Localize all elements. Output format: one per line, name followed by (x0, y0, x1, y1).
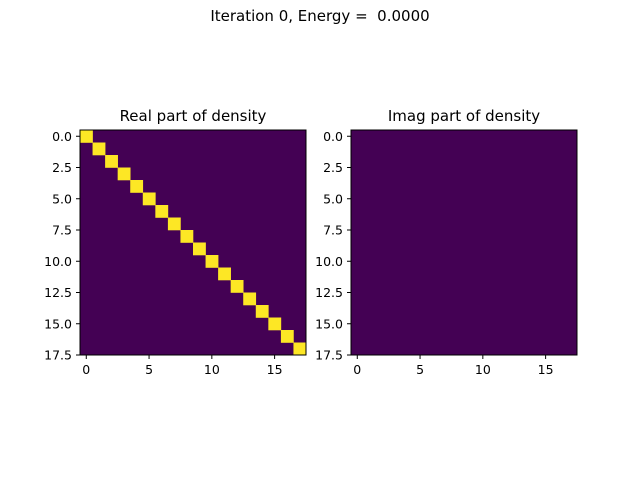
real-heatmap-cell (280, 330, 294, 343)
imag-y-tick-label: 0.0 (323, 129, 343, 144)
real-x-tick-label: 0 (82, 362, 90, 377)
real-heatmap-cell (155, 205, 169, 218)
imag-y-tick-label: 12.5 (315, 285, 343, 300)
imag-y-tick-label: 10.0 (315, 254, 343, 269)
real-heatmap-cell (105, 155, 118, 168)
real-heatmap-cell (255, 305, 269, 318)
imag-panel-title: Imag part of density (388, 107, 540, 125)
real-heatmap-cell (293, 342, 307, 356)
imag-y-tick-label: 15.0 (315, 316, 343, 331)
real-y-tick-label: 2.5 (52, 160, 72, 175)
real-heatmap-cell (130, 180, 144, 193)
real-x-tick-label: 15 (267, 362, 283, 377)
imag-heatmap-background (351, 130, 577, 355)
real-heatmap-cell (180, 230, 194, 243)
real-axes-frame (79, 129, 307, 356)
imag-x-tick-label: 15 (538, 362, 554, 377)
real-y-tick-label: 7.5 (52, 223, 72, 238)
imag-y-tick-label: 7.5 (323, 223, 343, 238)
real-heatmap-cell (205, 255, 219, 268)
imag-y-tick-label: 5.0 (323, 191, 343, 206)
imag-x-tick-label: 10 (475, 362, 491, 377)
real-y-tick-label: 12.5 (44, 285, 72, 300)
imag-x-tick-label: 5 (416, 362, 424, 377)
real-heatmap-cell (167, 217, 181, 231)
real-panel-title: Real part of density (120, 107, 267, 125)
real-heatmap-cell (230, 280, 244, 293)
real-x-tick-label: 5 (145, 362, 153, 377)
real-y-tick-label: 5.0 (52, 191, 72, 206)
real-heatmap-cell (243, 292, 257, 306)
real-heatmap-cell (80, 130, 93, 143)
real-y-tick-label: 10.0 (44, 254, 72, 269)
imag-axes-frame (350, 129, 578, 356)
imag-y-tick-label: 2.5 (323, 160, 343, 175)
real-y-tick-label: 0.0 (52, 129, 72, 144)
real-x-tick-label: 10 (204, 362, 220, 377)
figure-suptitle: Iteration 0, Energy = 0.0000 (210, 7, 430, 25)
imag-y-tick-label: 17.5 (315, 348, 343, 363)
real-heatmap-cell (193, 242, 206, 256)
real-y-tick-label: 15.0 (44, 316, 72, 331)
real-heatmap-cell (92, 142, 106, 156)
real-heatmap-cell (117, 167, 131, 181)
real-heatmap-cell (268, 317, 282, 331)
real-heatmap-cell (218, 267, 231, 281)
real-y-tick-label: 17.5 (44, 348, 72, 363)
imag-x-tick-label: 0 (353, 362, 361, 377)
real-heatmap-cell (142, 192, 156, 206)
